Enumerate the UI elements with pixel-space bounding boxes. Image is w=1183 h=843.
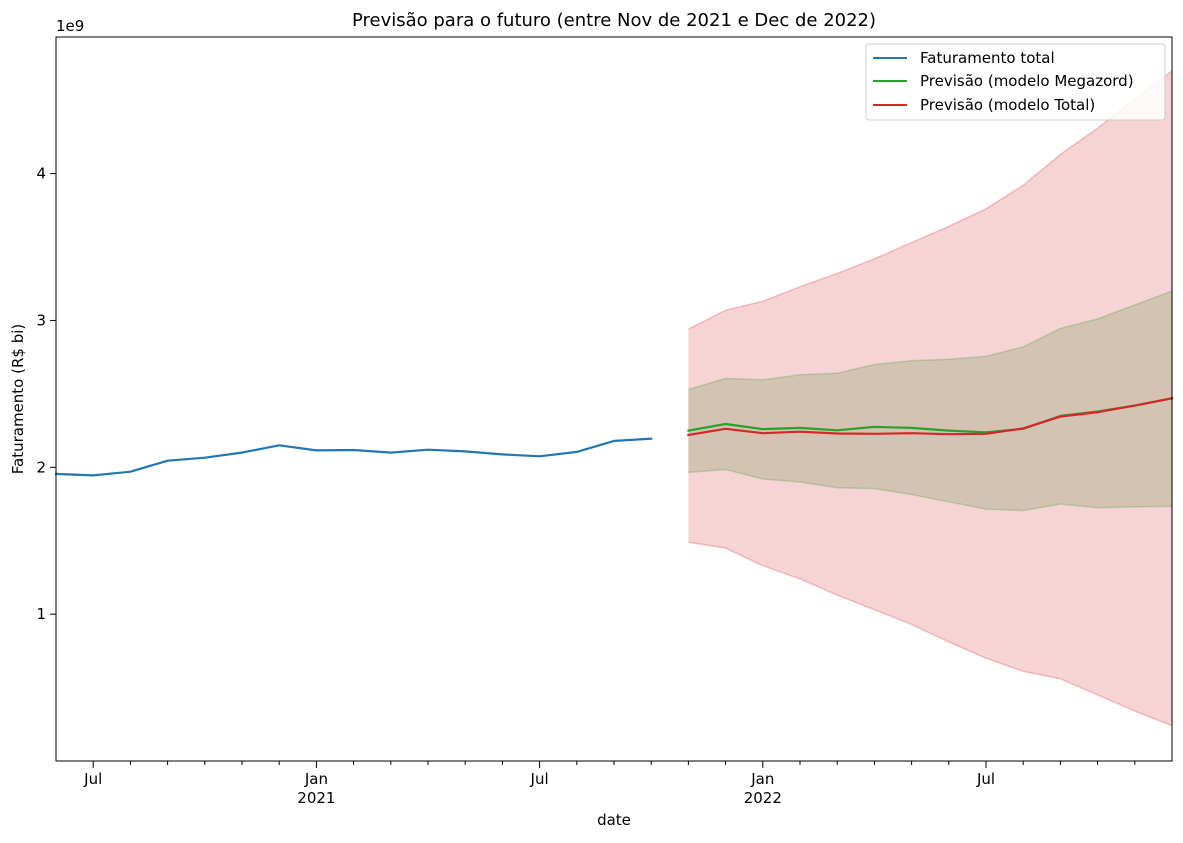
x-tick-label-0: Jul — [83, 770, 102, 788]
x-axis-label: date — [597, 811, 631, 829]
legend-label-total: Previsão (modelo Total) — [920, 96, 1095, 114]
y-axis-label: Faturamento (R$ bi) — [9, 324, 27, 475]
x-tick-label-1: Jan — [304, 770, 328, 788]
legend-label-faturamento: Faturamento total — [920, 49, 1055, 67]
y-tick-label-0: 1 — [36, 605, 46, 623]
y-tick-label-3: 4 — [36, 165, 46, 183]
y-offset-label: 1e9 — [56, 17, 84, 35]
y-tick-label-2: 3 — [36, 311, 46, 329]
legend: Faturamento total Previsão (modelo Megaz… — [866, 44, 1165, 120]
y-axis-ticks: 1 2 3 4 — [36, 165, 56, 624]
x-tick-sublabel-3: 2022 — [744, 789, 782, 807]
chart-title: Previsão para o futuro (entre Nov de 202… — [352, 10, 876, 31]
x-tick-label-2: Jul — [530, 770, 549, 788]
legend-label-megazord: Previsão (modelo Megazord) — [920, 72, 1134, 90]
x-tick-label-4: Jul — [976, 770, 995, 788]
x-tick-sublabel-1: 2021 — [297, 789, 335, 807]
x-tick-label-3: Jan — [750, 770, 774, 788]
y-tick-label-1: 2 — [36, 458, 46, 476]
